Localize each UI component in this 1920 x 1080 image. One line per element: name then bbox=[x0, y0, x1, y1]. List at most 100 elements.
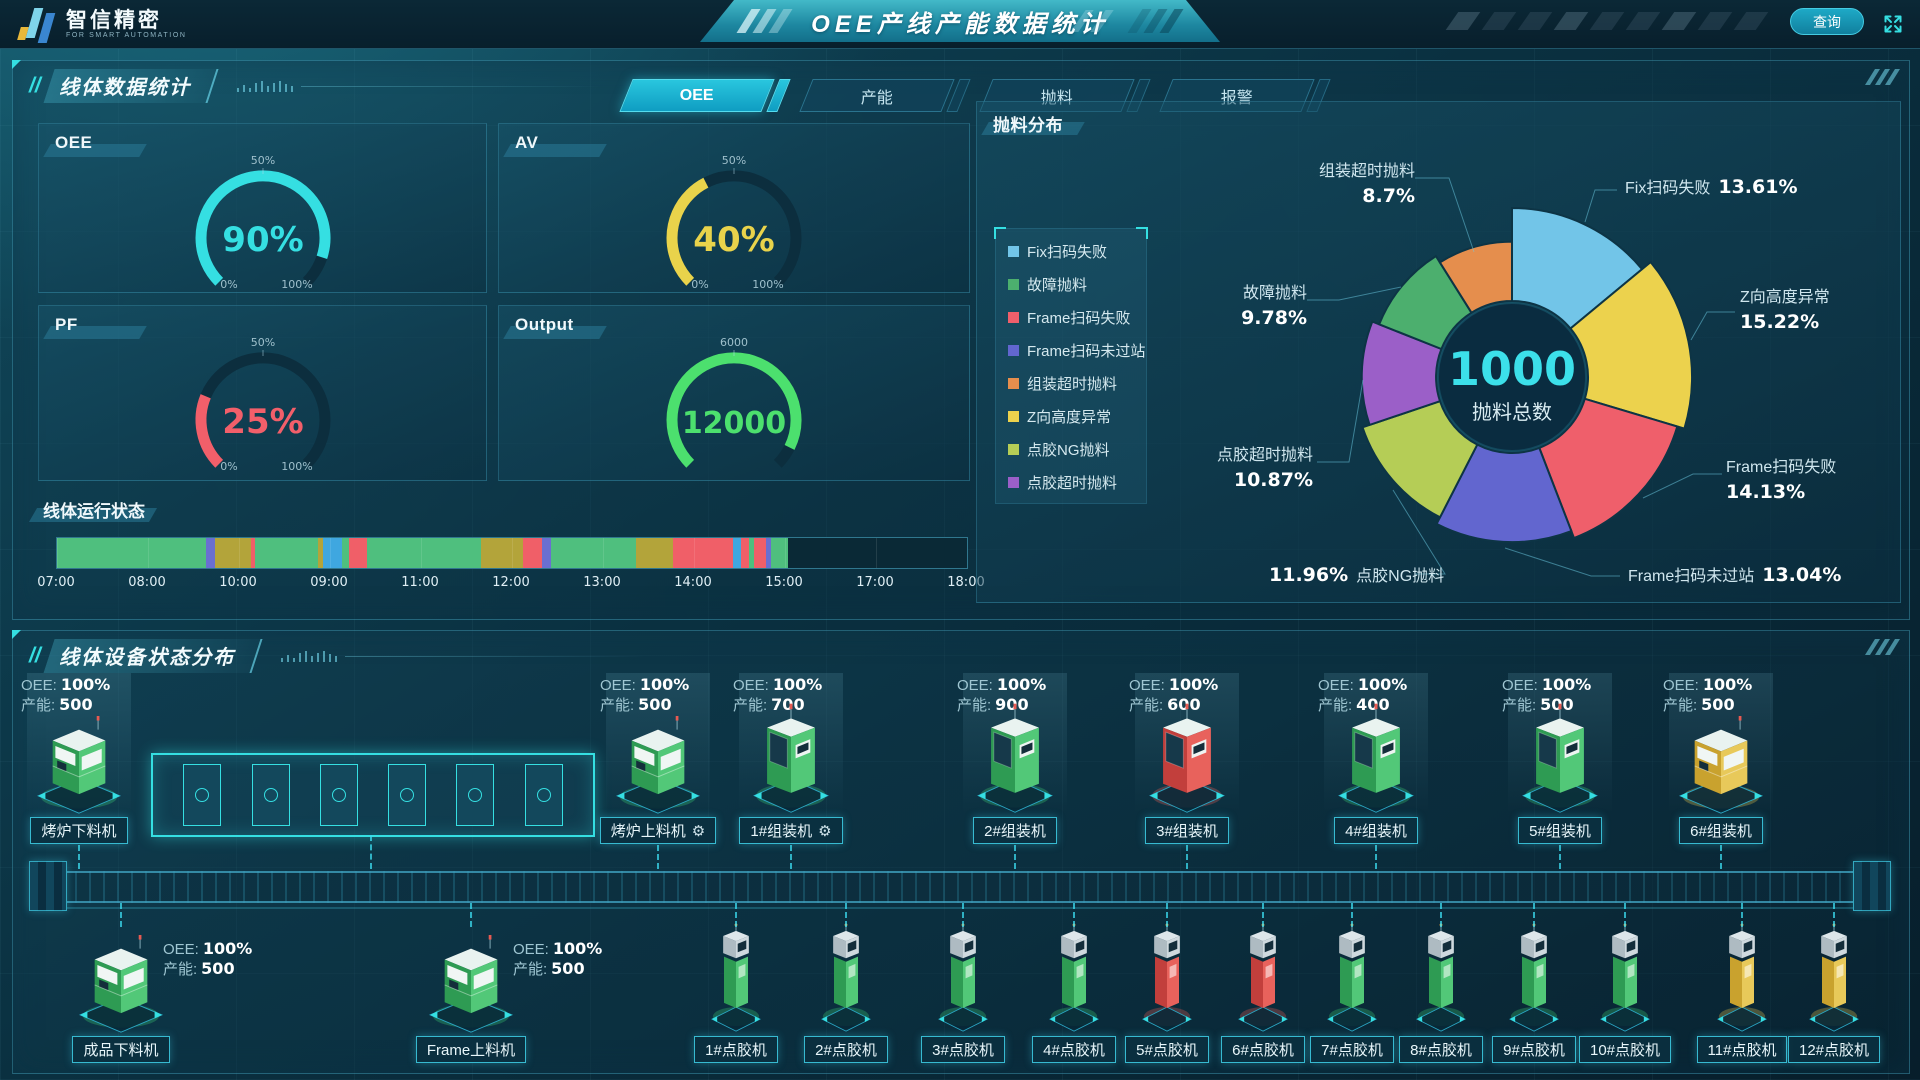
connector-dash bbox=[1533, 903, 1535, 927]
legend-label: 故障抛料 bbox=[1027, 277, 1088, 294]
machine-label-1#组装机[interactable]: 1#组装机 ⚙ bbox=[739, 817, 843, 844]
machine-label-3#点胶机[interactable]: 3#点胶机 bbox=[921, 1036, 1005, 1063]
machine-label-1#点胶机[interactable]: 1#点胶机 bbox=[694, 1036, 778, 1063]
time-tick: 14:00 bbox=[674, 575, 712, 590]
status-segment bbox=[672, 538, 734, 568]
runstate-title: 线体运行状态 bbox=[28, 497, 158, 522]
legend-item-Fix扫码失败[interactable]: Fix扫码失败 bbox=[1008, 235, 1146, 268]
slice-Fix扫码失败[interactable] bbox=[1511, 206, 1644, 330]
machine-label-wrap: 烤炉下料机 bbox=[0, 817, 159, 844]
legend-swatch bbox=[1008, 378, 1019, 389]
gear-icon[interactable]: ⚙ bbox=[691, 822, 706, 840]
status-segment bbox=[771, 538, 788, 568]
slice-Frame扫码失败[interactable] bbox=[1538, 397, 1679, 540]
machine-label-7#点胶机[interactable]: 7#点胶机 bbox=[1310, 1036, 1394, 1063]
legend-item-点胶超时抛料[interactable]: 点胶超时抛料 bbox=[1008, 466, 1146, 499]
machine-label-2#组装机[interactable]: 2#组装机 bbox=[973, 817, 1057, 844]
machine-label-成品下料机[interactable]: 成品下料机 bbox=[72, 1036, 170, 1063]
slice-组装超时抛料[interactable] bbox=[1438, 240, 1513, 315]
svg-text:0%: 0% bbox=[691, 278, 708, 291]
legend-swatch bbox=[1008, 279, 1019, 290]
status-segment bbox=[349, 538, 368, 568]
legend-item-组装超时抛料[interactable]: 组装超时抛料 bbox=[1008, 367, 1146, 400]
tab-label: OEE bbox=[680, 86, 714, 104]
slice-故障抛料[interactable] bbox=[1377, 254, 1473, 351]
gauge-chart-OEE: 50% 0% 100% 90% bbox=[195, 154, 330, 291]
machine-label-10#点胶机[interactable]: 10#点胶机 bbox=[1578, 1036, 1672, 1063]
machine-stats: OEE: 100% 产能: 500 bbox=[1502, 675, 1592, 714]
machine-label-wrap: 12#点胶机 bbox=[1754, 1036, 1914, 1063]
machine-label-6#组装机[interactable]: 6#组装机 bbox=[1679, 817, 1763, 844]
machine-label-8#点胶机[interactable]: 8#点胶机 bbox=[1399, 1036, 1483, 1063]
gear-icon[interactable]: ⚙ bbox=[818, 822, 832, 840]
connector-dash bbox=[1720, 845, 1722, 869]
logo-subtitle: FOR SMART AUTOMATION bbox=[66, 31, 187, 39]
rejection-card: 抛料分布 Fix扫码失败 故障抛料 Frame扫码失败 Frame扫码未过站 组装超时抛… bbox=[976, 101, 1901, 603]
status-segment bbox=[318, 538, 323, 568]
machine-label-11#点胶机[interactable]: 11#点胶机 bbox=[1696, 1036, 1788, 1063]
legend-item-点胶NG抛料[interactable]: 点胶NG抛料 bbox=[1008, 433, 1146, 466]
machine-label-5#点胶机[interactable]: 5#点胶机 bbox=[1125, 1036, 1209, 1063]
machine-3#组装机 bbox=[1141, 700, 1233, 820]
slice-Frame扫码未过站[interactable] bbox=[1435, 443, 1573, 544]
fullscreen-icon[interactable] bbox=[1882, 13, 1904, 35]
machine-label-2#点胶机[interactable]: 2#点胶机 bbox=[804, 1036, 888, 1063]
machine-7#点胶机 bbox=[1322, 922, 1382, 1039]
tab-产能[interactable]: 产能 bbox=[799, 79, 955, 112]
oven-slot bbox=[183, 764, 222, 826]
machine-label-wrap: 1#点胶机 bbox=[656, 1036, 816, 1063]
machine-label-9#点胶机[interactable]: 9#点胶机 bbox=[1492, 1036, 1576, 1063]
title-ticks-decoration bbox=[236, 80, 293, 92]
svg-text:25%: 25% bbox=[222, 402, 303, 442]
machine-5#组装机 bbox=[1514, 700, 1606, 820]
svg-text:50%: 50% bbox=[250, 336, 274, 349]
machine-stats: OEE: 100% 产能: 600 bbox=[1129, 675, 1219, 714]
conveyor-rail bbox=[61, 871, 1861, 903]
header-slash-decoration bbox=[1733, 12, 1769, 30]
connector-dash bbox=[1351, 903, 1353, 927]
machine-label-4#组装机[interactable]: 4#组装机 bbox=[1334, 817, 1418, 844]
legend-item-Frame扫码未过站[interactable]: Frame扫码未过站 bbox=[1008, 334, 1146, 367]
legend-item-Frame扫码失败[interactable]: Frame扫码失败 bbox=[1008, 301, 1146, 334]
machine-label-wrap: 2#组装机 bbox=[935, 817, 1095, 844]
time-tick: 18:00 bbox=[947, 575, 985, 590]
legend-item-故障抛料[interactable]: 故障抛料 bbox=[1008, 268, 1146, 301]
gauge-chart-Output: 6000 12000 bbox=[666, 336, 802, 468]
slice-Z向高度异常[interactable] bbox=[1569, 260, 1693, 430]
slice-点胶超时抛料[interactable] bbox=[1360, 320, 1443, 427]
machine-label-wrap: Frame上料机 bbox=[391, 1036, 551, 1063]
machine-label-wrap: 3#组装机 bbox=[1107, 817, 1267, 844]
pie-label-Fix扫码失败: Fix扫码失败 13.61% bbox=[1625, 176, 1798, 198]
machine-label-Frame上料机[interactable]: Frame上料机 bbox=[415, 1036, 527, 1063]
machine-label-12#点胶机[interactable]: 12#点胶机 bbox=[1787, 1036, 1881, 1063]
machine-label-5#组装机[interactable]: 5#组装机 bbox=[1518, 817, 1602, 844]
time-tick: 17:00 bbox=[856, 575, 894, 590]
pie-label-Frame扫码失败: Frame扫码失败 14.13% bbox=[1726, 459, 1837, 503]
query-button[interactable]: 查询 bbox=[1790, 8, 1864, 35]
pie-label-Frame扫码未过站: Frame扫码未过站 13.04% bbox=[1628, 564, 1842, 586]
machine-label-6#点胶机[interactable]: 6#点胶机 bbox=[1221, 1036, 1305, 1063]
legend-item-Z向高度异常[interactable]: Z向高度异常 bbox=[1008, 400, 1146, 433]
title-prefix-icon: // bbox=[29, 74, 41, 97]
rejection-total-label: 抛料总数 bbox=[1472, 401, 1552, 424]
svg-text:6000: 6000 bbox=[720, 336, 748, 349]
status-segment bbox=[250, 538, 256, 568]
status-segment bbox=[551, 538, 636, 568]
svg-text:100%: 100% bbox=[281, 278, 312, 291]
machine-label-烤炉下料机[interactable]: 烤炉下料机 bbox=[30, 817, 128, 844]
machine-label-wrap: 8#点胶机 bbox=[1361, 1036, 1521, 1063]
machine-label-3#组装机[interactable]: 3#组装机 bbox=[1145, 817, 1229, 844]
tab-label: 产能 bbox=[860, 89, 893, 107]
machine-label-烤炉上料机[interactable]: 烤炉上料机 ⚙ bbox=[599, 817, 717, 844]
machine-label-wrap: 成品下料机 bbox=[41, 1036, 201, 1063]
legend-swatch bbox=[1008, 345, 1019, 356]
connector-dash bbox=[1375, 845, 1377, 869]
legend-swatch bbox=[1008, 312, 1019, 323]
panel-title-line-stats: // 线体数据统计 bbox=[29, 69, 601, 103]
status-segment bbox=[57, 538, 207, 568]
slice-点胶NG抛料[interactable] bbox=[1361, 399, 1479, 519]
title-banner: OEE产线产能数据统计 bbox=[700, 0, 1220, 42]
tab-OEE[interactable]: OEE bbox=[619, 79, 775, 112]
time-tick: 11:00 bbox=[401, 575, 439, 590]
machine-label-4#点胶机[interactable]: 4#点胶机 bbox=[1032, 1036, 1116, 1063]
